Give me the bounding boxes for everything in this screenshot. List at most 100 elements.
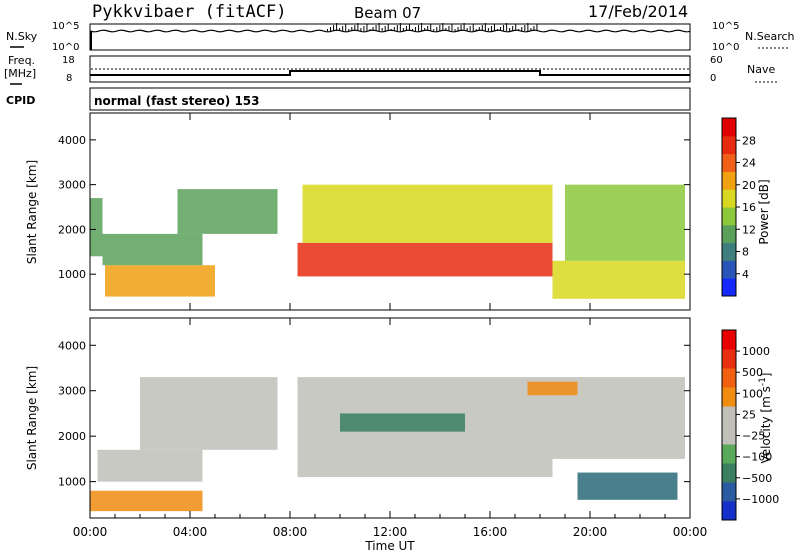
colorbar-segment	[722, 153, 736, 172]
colorbar-tick-label: 500	[742, 366, 763, 379]
date-title: 17/Feb/2014	[588, 2, 688, 21]
freq-trace	[90, 70, 690, 76]
freq-label-1: Freq.	[8, 54, 35, 67]
freq-tick-bottom: 8	[66, 73, 72, 84]
colorbar-segment	[722, 171, 736, 190]
noise-panel: N.Sky 10^5 10^0 10^5 10^0 N.Search	[6, 21, 795, 53]
cpid-label: CPID	[6, 94, 35, 107]
colorbar-tick-label: −100	[742, 451, 772, 464]
power-echo-regions	[90, 184, 685, 299]
echo-region	[565, 184, 685, 261]
beam-title: Beam 07	[354, 4, 421, 22]
freq-label-2: [MHz]	[4, 67, 36, 80]
echo-region	[97, 449, 203, 482]
velocity-echo-regions	[90, 377, 685, 512]
echo-region	[297, 242, 553, 277]
echo-region	[102, 233, 203, 266]
colorbar-tick-label: 24	[742, 157, 756, 170]
noise-sky-trace	[89, 23, 691, 50]
colorbar-segment	[722, 368, 736, 388]
colorbar-tick-label: 4	[742, 268, 749, 281]
colorbar-segment	[722, 207, 736, 226]
y-tick-label: 2000	[58, 223, 86, 236]
y-tick-label: 3000	[58, 179, 86, 192]
x-tick-label: 12:00	[373, 525, 408, 539]
noise-line	[89, 29, 691, 33]
colorbar-tick-label: −1000	[742, 493, 779, 506]
colorbar-segment	[722, 242, 736, 261]
x-tick-label: 00:00	[673, 525, 708, 539]
colorbar-segment	[722, 501, 736, 521]
y-tick-label: 4000	[58, 339, 86, 352]
echo-region	[177, 189, 278, 234]
freq-panel: Freq. [MHz] 18 8 60 0 Nave	[4, 54, 778, 85]
colorbar-segment	[722, 278, 736, 297]
velocity-colorbar: 1000 500 100 25 −25 −100 −500 −1000	[721, 329, 779, 521]
colorbar-tick-label: 20	[742, 179, 756, 192]
colorbar-segment	[722, 349, 736, 369]
time-x-axis: 00:00 04:00 08:00 12:00 16:00 20:00 00:00	[73, 113, 708, 539]
colorbar-tick-label: −500	[742, 472, 772, 485]
power-panel: 1000 2000 3000 4000 Slant Range [km] 28 24 20…	[25, 112, 771, 311]
colorbar-segment	[722, 406, 736, 426]
echo-region	[577, 472, 678, 500]
colorbar-tick-label: −25	[742, 430, 765, 443]
noise-right-tick-bottom: 10^0	[712, 42, 739, 53]
echo-region	[90, 198, 103, 257]
colorbar-segment	[722, 330, 736, 350]
x-tick-label: 04:00	[173, 525, 208, 539]
velocity-colorbar-label: Velocity [m s-1]	[758, 373, 773, 464]
power-ylabel: Slant Range [km]	[25, 160, 39, 264]
echo-region	[105, 265, 215, 297]
power-colorbar-label: Power [dB]	[757, 179, 771, 244]
velocity-y-axis: 1000 2000 3000 4000	[58, 339, 690, 489]
echo-region	[340, 413, 465, 432]
echo-region	[527, 381, 578, 396]
colorbar-segment	[722, 444, 736, 464]
cpid-text: normal (fast stereo) 153	[94, 94, 260, 108]
velocity-ylabel: Slant Range [km]	[25, 366, 39, 470]
noise-left-tick-bottom: 10^0	[52, 42, 79, 53]
colorbar-segment	[722, 118, 736, 137]
colorbar-segment	[722, 260, 736, 279]
nave-tick-bottom: 0	[710, 73, 716, 84]
station-title: Pykkvibaer (fitACF)	[92, 2, 286, 22]
colorbar-segment	[722, 463, 736, 483]
colorbar-segment	[722, 189, 736, 208]
echo-region	[90, 490, 203, 512]
colorbar-tick-label: 16	[742, 201, 756, 214]
freq-tick-top: 18	[62, 55, 75, 66]
noise-right-label: N.Search	[745, 30, 795, 43]
x-tick-label: 00:00	[73, 525, 108, 539]
y-tick-label: 3000	[58, 385, 86, 398]
colorbar-tick-label: 28	[742, 134, 756, 147]
colorbar-tick-label: 8	[742, 246, 749, 259]
colorbar-tick-label: 12	[742, 223, 756, 236]
y-tick-label: 1000	[58, 268, 86, 281]
x-tick-label: 08:00	[273, 525, 308, 539]
colorbar-tick-label: 1000	[742, 345, 770, 358]
power-y-axis: 1000 2000 3000 4000	[58, 134, 690, 281]
nave-tick-top: 60	[710, 55, 723, 66]
colorbar-tick-label: 25	[742, 408, 756, 421]
noise-right-tick-top: 10^5	[712, 21, 739, 32]
y-tick-label: 1000	[58, 476, 86, 489]
nave-label: Nave	[747, 63, 775, 76]
colorbar-segment	[722, 482, 736, 502]
colorbar-tick-label: 100	[742, 387, 763, 400]
x-tick-label: 20:00	[573, 525, 608, 539]
colorbar-segment	[722, 425, 736, 445]
y-tick-label: 4000	[58, 134, 86, 147]
echo-region	[302, 184, 553, 243]
echo-region	[552, 260, 685, 299]
noise-left-label: N.Sky	[6, 30, 38, 43]
cpid-panel: CPID normal (fast stereo) 153	[6, 87, 691, 111]
colorbar-segment	[722, 135, 736, 155]
echo-region	[140, 377, 278, 450]
x-tick-label: 16:00	[473, 525, 508, 539]
noise-left-tick-top: 10^5	[52, 21, 79, 32]
x-axis-label: Time UT	[364, 539, 415, 553]
colorbar-segment	[722, 224, 736, 244]
